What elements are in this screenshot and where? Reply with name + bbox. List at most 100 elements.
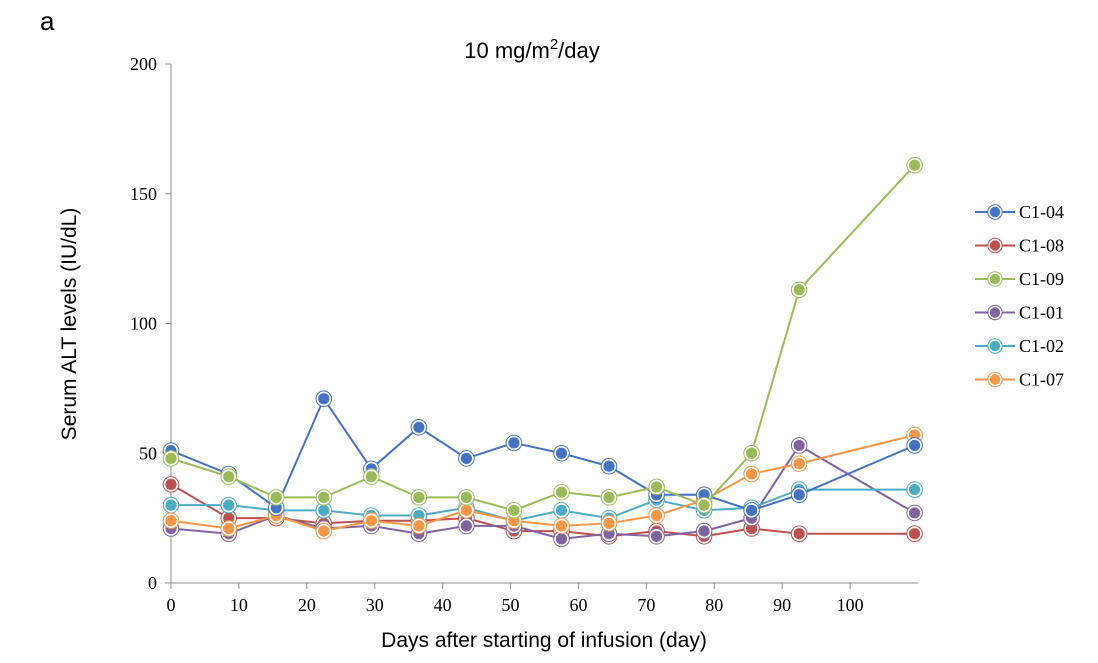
data-point bbox=[791, 526, 807, 542]
data-point bbox=[506, 502, 522, 518]
x-tick-label: 70 bbox=[637, 595, 655, 615]
chart-title: 10 mg/m2/day bbox=[464, 36, 600, 63]
data-point bbox=[221, 469, 237, 485]
data-point bbox=[459, 451, 474, 466]
data-point-ring bbox=[553, 444, 570, 462]
data-point bbox=[221, 497, 237, 513]
data-point bbox=[907, 482, 923, 497]
x-tick-label: 100 bbox=[837, 595, 864, 615]
data-point bbox=[791, 456, 807, 472]
data-point-ring bbox=[906, 481, 923, 498]
y-axis-ticks: 0 50 100 150 200 bbox=[130, 54, 171, 593]
y-tick-label: 200 bbox=[130, 54, 157, 74]
data-point bbox=[791, 438, 807, 453]
data-point bbox=[791, 282, 807, 298]
legend-item-c1-01: C1-01 bbox=[975, 303, 1064, 323]
x-tick-label: 30 bbox=[366, 595, 384, 615]
legend-marker-ring bbox=[987, 371, 1003, 388]
data-point bbox=[554, 502, 569, 518]
data-point bbox=[907, 438, 923, 453]
x-tick-label: 90 bbox=[773, 595, 791, 615]
data-point-ring bbox=[790, 281, 808, 299]
series-c1-09 bbox=[162, 156, 923, 519]
data-point-ring bbox=[600, 489, 618, 506]
data-point-ring bbox=[695, 522, 713, 540]
data-point-ring bbox=[410, 517, 428, 535]
data-point-ring bbox=[410, 419, 428, 436]
x-tick-label: 20 bbox=[298, 595, 316, 615]
data-point-ring bbox=[743, 444, 760, 462]
data-point-ring bbox=[648, 507, 665, 524]
legend-marker-ring bbox=[987, 271, 1003, 287]
legend-marker-ring bbox=[987, 304, 1003, 321]
data-point bbox=[554, 518, 569, 534]
data-point bbox=[601, 458, 617, 474]
data-point bbox=[163, 497, 179, 513]
data-point bbox=[601, 515, 617, 531]
data-point-ring bbox=[267, 489, 285, 506]
data-point bbox=[459, 489, 474, 505]
x-axis-ticks: 0 10 20 30 40 50 60 70 80 90 100 bbox=[167, 583, 864, 615]
x-tick-label: 10 bbox=[230, 595, 248, 615]
data-point bbox=[459, 502, 474, 518]
data-point bbox=[316, 489, 332, 505]
y-axis-label: Serum ALT levels (IU/dL) bbox=[58, 208, 81, 441]
data-point-ring bbox=[315, 390, 333, 408]
data-point bbox=[744, 466, 760, 482]
data-point-ring bbox=[790, 525, 808, 542]
data-point bbox=[163, 476, 179, 492]
data-point-ring bbox=[553, 517, 570, 535]
legend-marker bbox=[988, 372, 1002, 387]
panel-label: a bbox=[40, 6, 55, 36]
data-point-ring bbox=[162, 476, 180, 493]
y-tick-label: 0 bbox=[148, 573, 157, 593]
legend-label: C1-08 bbox=[1019, 236, 1064, 256]
data-point bbox=[744, 502, 760, 518]
x-tick-label: 40 bbox=[434, 595, 452, 615]
legend-item-c1-04: C1-04 bbox=[975, 202, 1064, 222]
data-point bbox=[411, 518, 427, 534]
data-point bbox=[907, 526, 923, 542]
data-point bbox=[411, 419, 427, 435]
data-point-ring bbox=[906, 525, 923, 542]
data-point bbox=[316, 502, 332, 518]
data-point bbox=[554, 445, 569, 461]
data-point-ring bbox=[458, 489, 475, 506]
x-axis-label: Days after starting of infusion (day) bbox=[381, 629, 707, 652]
data-point bbox=[316, 523, 332, 539]
data-point bbox=[554, 484, 569, 500]
data-point-ring bbox=[458, 450, 475, 467]
data-point-ring bbox=[162, 512, 180, 530]
legend-item-c1-09: C1-09 bbox=[975, 269, 1064, 289]
data-point bbox=[268, 489, 284, 505]
data-point-ring bbox=[600, 457, 618, 475]
legend-label: C1-02 bbox=[1019, 336, 1064, 356]
x-tick-label: 0 bbox=[167, 595, 176, 615]
data-point bbox=[363, 469, 379, 485]
data-point-ring bbox=[220, 520, 238, 537]
data-point-ring bbox=[906, 437, 923, 454]
data-point-ring bbox=[363, 468, 380, 485]
legend-marker bbox=[988, 305, 1002, 320]
data-point-ring bbox=[648, 527, 665, 545]
data-point bbox=[601, 489, 617, 505]
data-point-ring bbox=[906, 504, 923, 522]
data-point-ring bbox=[906, 156, 923, 174]
legend-marker-ring bbox=[987, 338, 1003, 354]
y-tick-label: 100 bbox=[130, 314, 157, 334]
data-point-ring bbox=[790, 455, 808, 472]
data-point bbox=[696, 523, 712, 539]
data-point bbox=[791, 487, 807, 503]
chart-title-superscript: 2 bbox=[550, 36, 558, 53]
legend-marker bbox=[988, 272, 1002, 286]
data-point-ring bbox=[743, 502, 760, 519]
x-tick-label: 80 bbox=[705, 595, 723, 615]
plot-series bbox=[162, 156, 923, 548]
data-point bbox=[744, 445, 760, 461]
data-point-ring bbox=[315, 522, 333, 540]
x-tick-label: 60 bbox=[569, 595, 587, 615]
data-point-ring bbox=[220, 468, 238, 485]
data-point bbox=[907, 505, 923, 521]
legend-item-c1-08: C1-08 bbox=[975, 236, 1064, 256]
y-tick-label: 150 bbox=[130, 184, 157, 204]
